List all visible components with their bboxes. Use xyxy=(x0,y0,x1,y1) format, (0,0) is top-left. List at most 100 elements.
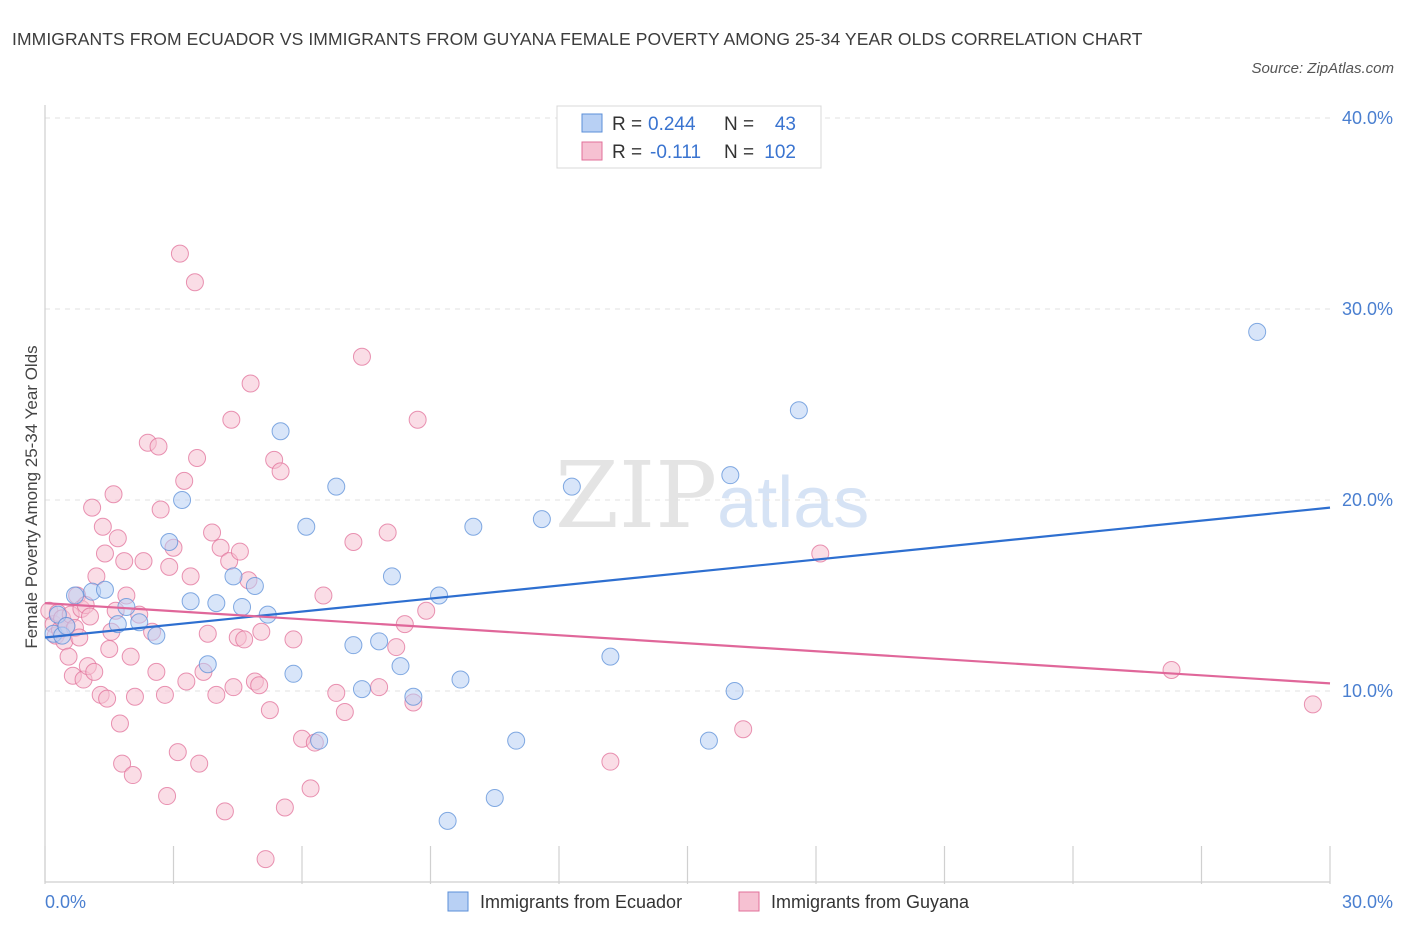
guyana-point-96 xyxy=(734,720,753,739)
ecuador-point-30 xyxy=(404,687,423,706)
ecuador-point-41 xyxy=(721,466,740,485)
legend-swatch-ecuador xyxy=(581,113,603,133)
ecuador-point-10 xyxy=(147,626,166,645)
ecuador-point-15 xyxy=(207,594,226,613)
guyana-point-87 xyxy=(352,347,371,366)
y-tick-label-30: 30.0% xyxy=(1342,299,1393,319)
y-tick-label-20: 20.0% xyxy=(1342,490,1393,510)
guyana-point-50 xyxy=(170,244,189,263)
ecuador-point-42 xyxy=(725,682,744,700)
guyana-point-35 xyxy=(121,647,140,666)
guyana-point-18 xyxy=(80,607,99,626)
series-guyana-points xyxy=(40,244,1322,869)
ecuador-point-3 xyxy=(57,617,76,636)
legend-n-value-ecuador: 43 xyxy=(775,114,796,135)
guyana-point-83 xyxy=(314,586,333,605)
ecuador-point-33 xyxy=(451,670,470,689)
watermark: ZIPatlas xyxy=(555,442,869,549)
guyana-point-72 xyxy=(250,676,269,695)
guyana-point-25 xyxy=(98,689,117,708)
legend-swatch-guyana xyxy=(581,141,603,161)
guyana-point-89 xyxy=(378,523,397,542)
y-tick-label-10: 10.0% xyxy=(1342,681,1393,701)
guyana-point-24 xyxy=(95,544,114,563)
guyana-point-46 xyxy=(158,787,177,806)
guyana-point-23 xyxy=(93,517,112,536)
ecuador-point-38 xyxy=(562,477,581,496)
guyana-point-31 xyxy=(110,714,129,733)
ecuador-point-11 xyxy=(160,533,179,552)
legend-r-label-guyana: R = xyxy=(612,142,642,163)
guyana-point-61 xyxy=(211,538,230,557)
series-legend: Immigrants from Ecuador Immigrants from … xyxy=(447,891,970,912)
legend-r-label-ecuador: R = xyxy=(612,114,642,135)
ecuador-point-31 xyxy=(430,586,449,605)
ecuador-point-6 xyxy=(95,580,114,599)
guyana-point-58 xyxy=(198,624,217,643)
ecuador-point-12 xyxy=(173,491,192,509)
legend-r-value-guyana: -0.111 xyxy=(650,142,701,163)
guyana-point-98 xyxy=(1162,660,1181,679)
guyana-point-90 xyxy=(387,638,406,657)
chart-title: IMMIGRANTS FROM ECUADOR VS IMMIGRANTS FR… xyxy=(12,29,1143,49)
ecuador-point-23 xyxy=(310,731,329,750)
bottom-legend-swatch-guyana xyxy=(738,891,760,912)
legend-n-label-guyana: N = xyxy=(724,142,754,163)
guyana-point-59 xyxy=(203,523,222,542)
ecuador-point-44 xyxy=(1248,322,1267,341)
guyana-point-74 xyxy=(256,850,275,869)
ecuador-point-35 xyxy=(485,788,504,807)
guyana-point-65 xyxy=(224,678,243,697)
guyana-point-67 xyxy=(230,542,249,561)
ecuador-point-18 xyxy=(245,576,264,595)
ecuador-point-16 xyxy=(224,567,243,586)
ecuador-point-40 xyxy=(699,731,718,750)
x-tick-label-max: 30.0% xyxy=(1342,892,1393,912)
guyana-point-37 xyxy=(125,687,144,706)
guyana-point-42 xyxy=(147,662,166,681)
guyana-point-53 xyxy=(181,567,200,586)
guyana-point-51 xyxy=(175,471,194,490)
ecuador-point-36 xyxy=(507,731,526,750)
chart-source: Source: ZipAtlas.com xyxy=(1251,60,1394,77)
guyana-point-33 xyxy=(115,552,134,571)
guyana-point-19 xyxy=(83,498,102,517)
y-axis-label: Female Poverty Among 25-34 Year Olds xyxy=(22,345,41,648)
guyana-point-44 xyxy=(151,500,170,519)
x-tick-label-min: 0.0% xyxy=(45,892,86,912)
ecuador-point-43 xyxy=(789,401,808,420)
legend-n-label-ecuador: N = xyxy=(724,114,754,135)
guyana-point-78 xyxy=(275,798,294,817)
ecuador-point-24 xyxy=(327,477,346,496)
guyana-point-84 xyxy=(327,683,346,702)
bottom-legend-swatch-ecuador xyxy=(447,891,469,912)
ecuador-point-17 xyxy=(233,597,252,616)
guyana-point-26 xyxy=(100,639,119,658)
guyana-point-73 xyxy=(252,622,271,641)
guyana-point-68 xyxy=(235,630,254,649)
ecuador-point-22 xyxy=(297,517,316,536)
ecuador-point-25 xyxy=(344,636,363,655)
guyana-point-20 xyxy=(85,662,104,681)
ecuador-point-7 xyxy=(108,615,127,634)
guyana-point-47 xyxy=(160,557,179,576)
ecuador-point-28 xyxy=(382,567,401,586)
guyana-point-99 xyxy=(1303,695,1322,714)
guyana-point-94 xyxy=(417,601,436,620)
guyana-point-62 xyxy=(215,802,234,821)
guyana-point-43 xyxy=(149,437,168,456)
ecuador-point-32 xyxy=(438,811,457,830)
stats-legend: R = 0.244 N = 43 R = -0.111 N = 102 xyxy=(556,105,822,169)
ecuador-point-26 xyxy=(352,680,371,699)
ecuador-point-21 xyxy=(284,664,303,683)
guyana-point-85 xyxy=(335,703,354,722)
guyana-point-75 xyxy=(260,701,279,720)
guyana-point-54 xyxy=(185,273,204,292)
guyana-point-36 xyxy=(123,766,142,785)
x-tick-marks xyxy=(44,846,1331,884)
guyana-point-64 xyxy=(222,410,241,429)
guyana-point-45 xyxy=(155,685,174,704)
guyana-point-86 xyxy=(344,533,363,552)
ecuador-point-20 xyxy=(271,422,290,441)
guyana-point-30 xyxy=(108,529,127,548)
